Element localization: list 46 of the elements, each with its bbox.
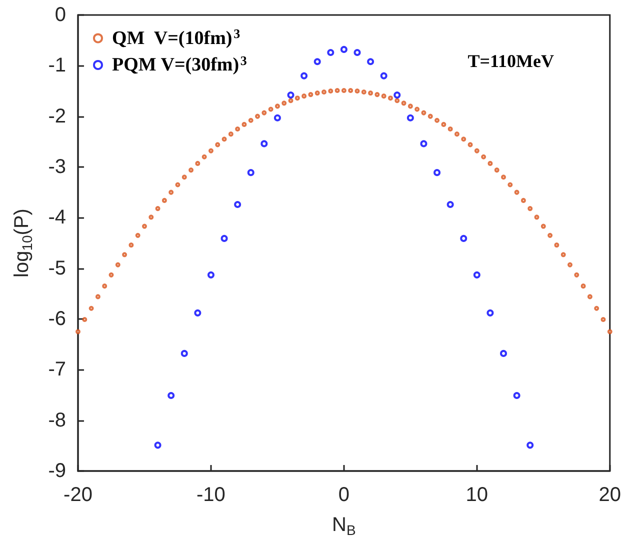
- x-tick-label: 0: [338, 484, 350, 506]
- point: [500, 350, 507, 357]
- y-tick-label: -2: [48, 105, 66, 128]
- point: [260, 140, 268, 148]
- point: [154, 442, 162, 449]
- point: [394, 92, 401, 99]
- y-tick-label: -6: [48, 308, 66, 330]
- point: [354, 48, 361, 56]
- point: [220, 234, 228, 242]
- point: [473, 271, 480, 278]
- y-tick-label: -1: [48, 54, 66, 77]
- annotation: T=110MeV: [468, 51, 554, 71]
- y-axis-title: log10(P): [11, 208, 35, 278]
- point: [194, 309, 202, 316]
- point: [247, 169, 254, 176]
- point: [526, 442, 534, 449]
- point: [513, 392, 520, 400]
- y-tick-label: -9: [48, 460, 66, 482]
- y-tick-label: -8: [48, 409, 66, 432]
- point: [234, 200, 242, 208]
- x-tick-label: -20: [64, 484, 92, 506]
- point: [486, 309, 494, 316]
- point: [460, 234, 468, 242]
- point: [406, 114, 414, 122]
- point: [420, 140, 428, 148]
- point: [340, 46, 348, 53]
- x-tick-label: 10: [466, 484, 488, 506]
- point: [168, 392, 175, 400]
- point: [446, 200, 454, 208]
- point: [274, 114, 281, 122]
- point: [180, 350, 188, 357]
- y-tick-label: -7: [48, 358, 66, 381]
- point: [314, 58, 321, 66]
- point: [207, 271, 214, 278]
- point: [367, 58, 374, 66]
- point: [327, 48, 334, 56]
- y-tick-label: -3: [48, 156, 66, 178]
- point: [287, 92, 294, 99]
- point: [434, 169, 441, 176]
- y-tick-label: 0: [54, 4, 66, 26]
- point: [300, 72, 308, 80]
- y-tick-label: -4: [48, 206, 66, 229]
- point: [380, 72, 388, 80]
- x-tick-label: -10: [196, 484, 226, 506]
- y-tick-label: -5: [48, 257, 66, 280]
- x-tick-label: 20: [598, 484, 621, 506]
